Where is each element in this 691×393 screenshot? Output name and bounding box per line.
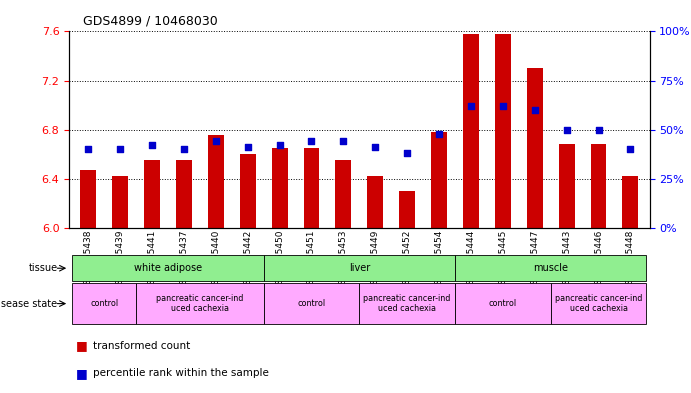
Bar	[208, 135, 224, 228]
Text: control: control	[297, 299, 325, 308]
Text: percentile rank within the sample: percentile rank within the sample	[93, 368, 269, 378]
Point	[498, 103, 509, 109]
Bar	[591, 145, 607, 228]
Bar	[431, 132, 447, 228]
Point	[115, 146, 126, 152]
Bar	[455, 283, 551, 324]
Bar	[264, 283, 359, 324]
Point	[401, 150, 413, 156]
Bar	[359, 283, 455, 324]
Bar	[551, 283, 646, 324]
Point	[561, 127, 572, 133]
Bar	[80, 170, 96, 228]
Point	[242, 144, 253, 151]
Point	[210, 138, 221, 145]
Bar	[303, 148, 319, 228]
Text: ■: ■	[76, 367, 88, 380]
Point	[433, 130, 444, 137]
Point	[306, 138, 317, 145]
Point	[338, 138, 349, 145]
Bar	[264, 255, 455, 281]
Text: liver: liver	[349, 263, 370, 273]
Text: ■: ■	[76, 339, 88, 353]
Point	[274, 142, 285, 149]
Point	[83, 146, 94, 152]
Bar	[463, 34, 479, 228]
Text: muscle: muscle	[533, 263, 568, 273]
Text: control: control	[90, 299, 118, 308]
Bar	[623, 176, 638, 228]
Point	[593, 127, 604, 133]
Text: white adipose: white adipose	[134, 263, 202, 273]
Point	[370, 144, 381, 151]
Bar	[399, 191, 415, 228]
Bar	[368, 176, 384, 228]
Point	[178, 146, 189, 152]
Bar	[73, 255, 264, 281]
Point	[146, 142, 158, 149]
Bar	[495, 34, 511, 228]
Text: pancreatic cancer-ind
uced cachexia: pancreatic cancer-ind uced cachexia	[363, 294, 451, 313]
Bar	[272, 148, 287, 228]
Bar	[136, 283, 264, 324]
Text: GDS4899 / 10468030: GDS4899 / 10468030	[83, 15, 218, 28]
Bar	[144, 160, 160, 228]
Bar	[176, 160, 192, 228]
Bar	[73, 283, 136, 324]
Bar	[527, 68, 542, 228]
Point	[466, 103, 477, 109]
Text: disease state: disease state	[0, 299, 57, 309]
Bar	[112, 176, 128, 228]
Text: pancreatic cancer-ind
uced cachexia: pancreatic cancer-ind uced cachexia	[555, 294, 642, 313]
Bar	[558, 145, 575, 228]
Bar	[240, 154, 256, 228]
Point	[625, 146, 636, 152]
Text: transformed count: transformed count	[93, 341, 191, 351]
Bar	[335, 160, 351, 228]
Text: pancreatic cancer-ind
uced cachexia: pancreatic cancer-ind uced cachexia	[156, 294, 243, 313]
Text: tissue: tissue	[28, 263, 57, 273]
Bar	[455, 255, 646, 281]
Point	[529, 107, 540, 113]
Text: control: control	[489, 299, 517, 308]
